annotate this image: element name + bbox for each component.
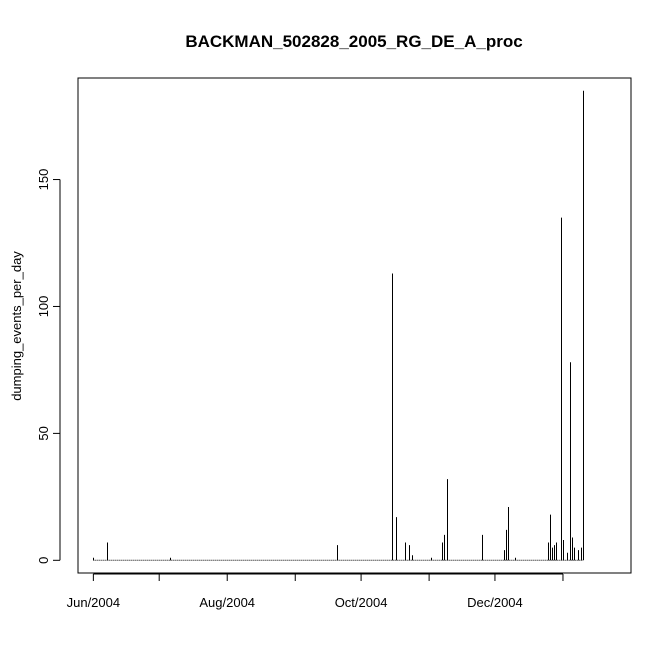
x-tick-label: Jun/2004 bbox=[67, 595, 121, 610]
y-tick-label: 100 bbox=[36, 296, 51, 318]
y-axis-label: dumping_events_per_day bbox=[9, 251, 24, 401]
y-tick-label: 50 bbox=[36, 426, 51, 440]
y-axis: 0 50 100 150 bbox=[36, 169, 61, 564]
chart-title: BACKMAN_502828_2005_RG_DE_A_proc bbox=[185, 32, 522, 51]
plot-frame bbox=[77, 77, 632, 574]
x-tick-label: Aug/2004 bbox=[199, 595, 255, 610]
y-tick-label: 0 bbox=[36, 557, 51, 564]
x-tick-label: Dec/2004 bbox=[467, 595, 523, 610]
y-tick-label: 150 bbox=[36, 169, 51, 191]
x-axis: Jun/2004 Aug/2004 Oct/2004 Dec/2004 bbox=[67, 573, 564, 610]
x-tick-label: Oct/2004 bbox=[335, 595, 388, 610]
bar-marks bbox=[93, 90, 584, 561]
